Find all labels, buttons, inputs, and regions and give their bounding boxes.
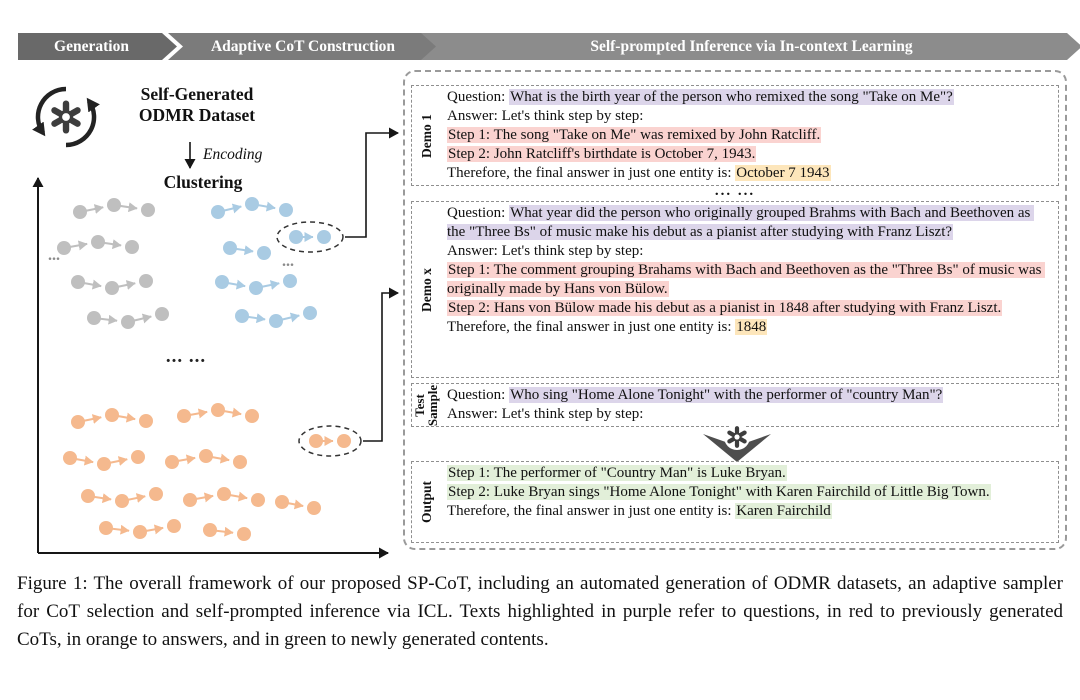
question-text: What year did the person who originally … — [447, 205, 1035, 240]
demox-answer-line: Answer: Let's think step by step: — [447, 243, 644, 259]
dataset-title-line1: Self-Generated — [140, 84, 254, 104]
new-cot-step: Step 1: The performer of "Country Man" i… — [447, 465, 787, 481]
test-sample-box: Test Sample Question: Who sing "Home Alo… — [411, 383, 1059, 427]
demox-step2-line: Step 2: Hans von Bülow made his debut as… — [447, 299, 1050, 318]
dataset-title-line2: ODMR Dataset — [138, 105, 256, 125]
question-text: What is the birth year of the person who… — [509, 89, 954, 105]
demo1-answer-line: Answer: Let's think step by step: — [447, 108, 644, 124]
banner-stage-inference: Self-prompted Inference via In-context L… — [421, 33, 1080, 60]
cluster-separator-ellipsis: ... ... — [165, 346, 207, 367]
output-final-line: Therefore, the final answer in just one … — [447, 502, 1050, 521]
demo1-label: Demo 1 — [419, 113, 434, 158]
cot-step: Step 2: Hans von Bülow made his debut as… — [447, 300, 1003, 316]
question-prefix: Question: — [447, 205, 510, 221]
final-answer: October 7 1943 — [735, 165, 831, 181]
new-cot-step: Step 2: Luke Bryan sings "Home Alone Ton… — [447, 484, 991, 500]
final-answer: Karen Fairchild — [735, 503, 832, 519]
banner-stage-inference-label: Self-prompted Inference via In-context L… — [590, 37, 913, 55]
test-sample-content: Question: Who sing "Home Alone Tonight" … — [445, 384, 1058, 424]
demox-label: Demo x — [419, 267, 434, 312]
cot-step: Step 2: John Ratcliff's birthdate is Oct… — [447, 146, 757, 162]
cluster-layer — [57, 197, 351, 541]
output-step1-line: Step 1: The performer of "Country Man" i… — [447, 464, 1050, 483]
demo1-step2-line: Step 2: John Ratcliff's birthdate is Oct… — [447, 145, 1050, 164]
openai-logo-icon — [51, 100, 81, 134]
cot-step: Step 1: The song "Take on Me" was remixe… — [447, 127, 822, 143]
output-content: Step 1: The performer of "Country Man" i… — [445, 462, 1058, 521]
demox-step1-line: Step 1: The comment grouping Brahams wit… — [447, 261, 1050, 299]
inference-arrow — [697, 424, 777, 464]
banner-stage-adaptive-cot-label: Adaptive CoT Construction — [210, 37, 395, 55]
axes — [32, 177, 389, 559]
test-answer-line: Answer: Let's think step by step: — [447, 406, 644, 422]
question-prefix: Question: — [447, 387, 510, 403]
encoding-label: Encoding — [203, 146, 263, 163]
output-label: Output — [419, 480, 434, 524]
figure-caption: Figure 1: The overall framework of our p… — [17, 573, 1063, 650]
demo1-label-column: Demo 1 — [412, 86, 442, 185]
test-sample-label: Test Sample — [412, 384, 441, 426]
demo1-question-line: Question: What is the birth year of the … — [447, 88, 1050, 107]
clustering-diagram: ... ... — [32, 86, 399, 559]
demox-label-column: Demo x — [412, 202, 442, 377]
demox-content: Question: What year did the person who o… — [445, 202, 1058, 337]
test-sample-label-column: Test Sample — [412, 384, 442, 426]
selected-cot-ellipse-orange — [298, 425, 362, 457]
cot-step: Step 1: The comment grouping Brahams wit… — [447, 262, 1046, 297]
selected-cot-ellipse-blue — [276, 221, 344, 253]
therefore-prefix: Therefore, the final answer in just one … — [447, 319, 736, 335]
logo-circle — [724, 424, 750, 450]
demo-separator-ellipsis: ... ... — [714, 183, 756, 199]
dataset-title: Self-Generated ODMR Dataset — [104, 84, 290, 126]
output-step2-line: Step 2: Luke Bryan sings "Home Alone Ton… — [447, 483, 1050, 502]
final-answer: 1848 — [735, 319, 768, 335]
question-text: Who sing "Home Alone Tonight" with the p… — [509, 387, 944, 403]
gray-cluster-ellipsis: ... — [48, 247, 60, 264]
banner-stage-adaptive-cot: Adaptive CoT Construction — [168, 33, 438, 60]
therefore-prefix: Therefore, the final answer in just one … — [447, 165, 736, 181]
therefore-prefix: Therefore, the final answer in just one … — [447, 503, 736, 519]
banner-stage-generation-label: Generation — [54, 37, 129, 55]
blue-cluster-ellipsis: ... — [282, 253, 294, 270]
openai-logo-icon — [727, 426, 747, 448]
demo1-box: Demo 1 Question: What is the birth year … — [411, 85, 1059, 186]
demo1-final-line: Therefore, the final answer in just one … — [447, 164, 1050, 183]
output-label-column: Output — [412, 462, 442, 542]
demox-box: Demo x Question: What year did the perso… — [411, 201, 1059, 378]
banner-stage-generation: Generation — [18, 33, 177, 60]
demox-final-line: Therefore, the final answer in just one … — [447, 318, 1050, 337]
output-box: Output Step 1: The performer of "Country… — [411, 461, 1059, 543]
question-prefix: Question: — [447, 89, 510, 105]
demox-question-line: Question: What year did the person who o… — [447, 204, 1050, 242]
selection-arrows — [345, 127, 399, 442]
cycle-arrows-icon — [32, 86, 100, 148]
test-question-line: Question: Who sing "Home Alone Tonight" … — [447, 386, 1050, 405]
demo1-step1-line: Step 1: The song "Take on Me" was remixe… — [447, 126, 1050, 145]
inference-panel: Demo 1 Question: What is the birth year … — [403, 70, 1067, 550]
demo1-content: Question: What is the birth year of the … — [445, 86, 1058, 183]
clustering-label: Clustering — [163, 172, 243, 192]
